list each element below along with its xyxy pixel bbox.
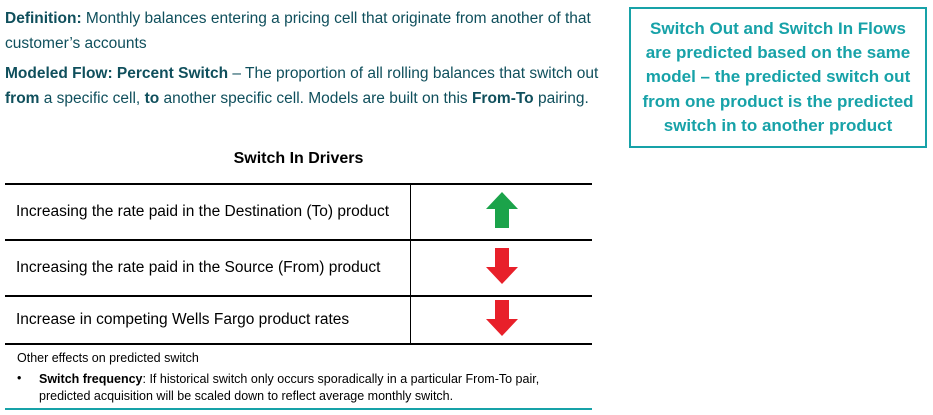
driver-label: Increasing the rate paid in the Source (…	[5, 239, 411, 297]
driver-label: Increasing the rate paid in the Destinat…	[5, 183, 411, 241]
modeled-flow-text-3: another specific cell. Models are built …	[159, 89, 472, 107]
definition-paragraph: Definition: Monthly balances entering a …	[5, 7, 605, 56]
arrow-down-icon	[485, 299, 518, 336]
definition-label: Definition:	[5, 10, 82, 27]
driver-arrow-cell	[410, 183, 592, 241]
driver-arrow-cell	[410, 295, 592, 345]
drivers-title: Switch In Drivers	[233, 150, 364, 167]
modeled-flow-pairing-word: From-To	[471, 89, 534, 107]
modeled-flow-text-4: pairing.	[533, 89, 589, 107]
definition-text: Monthly balances entering a pricing cell…	[5, 10, 591, 52]
arrow-down-icon	[485, 247, 518, 284]
driver-arrow-cell	[410, 239, 592, 297]
notes-bullet-label: Switch frequency	[39, 372, 143, 386]
modeled-flow-text-1: – The proportion of all rolling balances…	[228, 65, 599, 82]
notes-bullet-body: : If historical switch only occurs spora…	[39, 372, 540, 403]
modeled-flow-to-word: to	[144, 89, 160, 107]
driver-row: Increase in competing Wells Fargo produc…	[5, 295, 592, 345]
drivers-table: Increasing the rate paid in the Destinat…	[5, 183, 592, 345]
callout-text: Switch Out and Switch In Flows are predi…	[642, 18, 914, 135]
notes-heading: Other effects on predicted switch	[17, 351, 199, 365]
driver-row: Increasing the rate paid in the Destinat…	[5, 183, 592, 241]
modeled-flow-paragraph: Modeled Flow: Percent Switch – The propo…	[5, 62, 605, 111]
modeled-flow-from-word: from	[5, 89, 40, 107]
driver-label: Increase in competing Wells Fargo produc…	[5, 295, 411, 345]
notes-section: Other effects on predicted switch • Swit…	[5, 344, 592, 410]
modeled-flow-label: Modeled Flow: Percent Switch	[5, 65, 229, 82]
callout-box: Switch Out and Switch In Flows are predi…	[629, 7, 927, 148]
modeled-flow-text-2: a specific cell,	[39, 89, 145, 107]
arrow-up-icon	[485, 191, 518, 228]
driver-row: Increasing the rate paid in the Source (…	[5, 239, 592, 297]
notes-bullet-text: Switch frequency: If historical switch o…	[39, 371, 587, 405]
bullet-icon: •	[17, 371, 22, 385]
